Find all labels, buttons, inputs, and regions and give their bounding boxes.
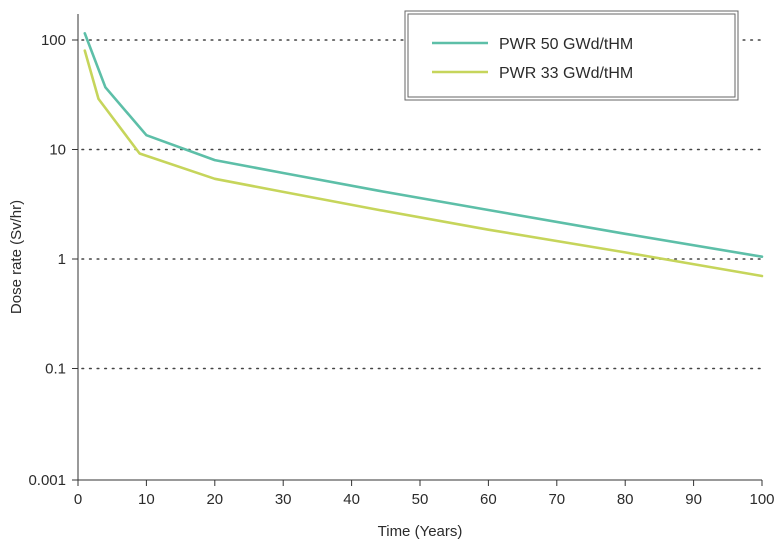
y-tick-label: 0.1 [45,361,66,378]
gridlines [81,39,763,370]
series-lines [83,32,764,278]
x-tick-label: 60 [480,491,497,508]
series-line-1 [83,32,764,259]
legend-label-1: PWR 50 GWd/tHM [499,36,633,53]
y-tick-label: 0.001 [28,472,66,489]
x-tick-label: 80 [617,491,634,508]
legend-frame-inner [407,13,736,98]
y-tick-label: 1 [58,251,66,268]
x-tick-label: 20 [206,491,223,508]
x-axis-title: Time (Years) [378,523,463,540]
legend-label-2: PWR 33 GWd/tHM [499,65,633,82]
x-axis-ticks: 0 10 20 30 40 50 60 70 80 90 100 [74,480,775,508]
y-axis-title: Dose rate (Sv/hr) [8,200,25,314]
x-tick-label: 100 [749,491,774,508]
x-tick-label: 50 [412,491,429,508]
x-tick-label: 90 [685,491,702,508]
x-tick-label: 70 [548,491,565,508]
x-tick-label: 10 [138,491,155,508]
series-line-2 [83,49,764,278]
x-tick-label: 40 [343,491,360,508]
y-axis-ticks: 0.001 0.1 1 10 100 [28,32,78,489]
y-tick-label: 10 [49,142,66,159]
legend-frame-outer [404,10,739,101]
x-tick-label: 0 [74,491,82,508]
legend: PWR 50 GWd/tHM PWR 33 GWd/tHM [404,10,739,101]
x-tick-label: 30 [275,491,292,508]
y-tick-label: 100 [41,32,66,49]
